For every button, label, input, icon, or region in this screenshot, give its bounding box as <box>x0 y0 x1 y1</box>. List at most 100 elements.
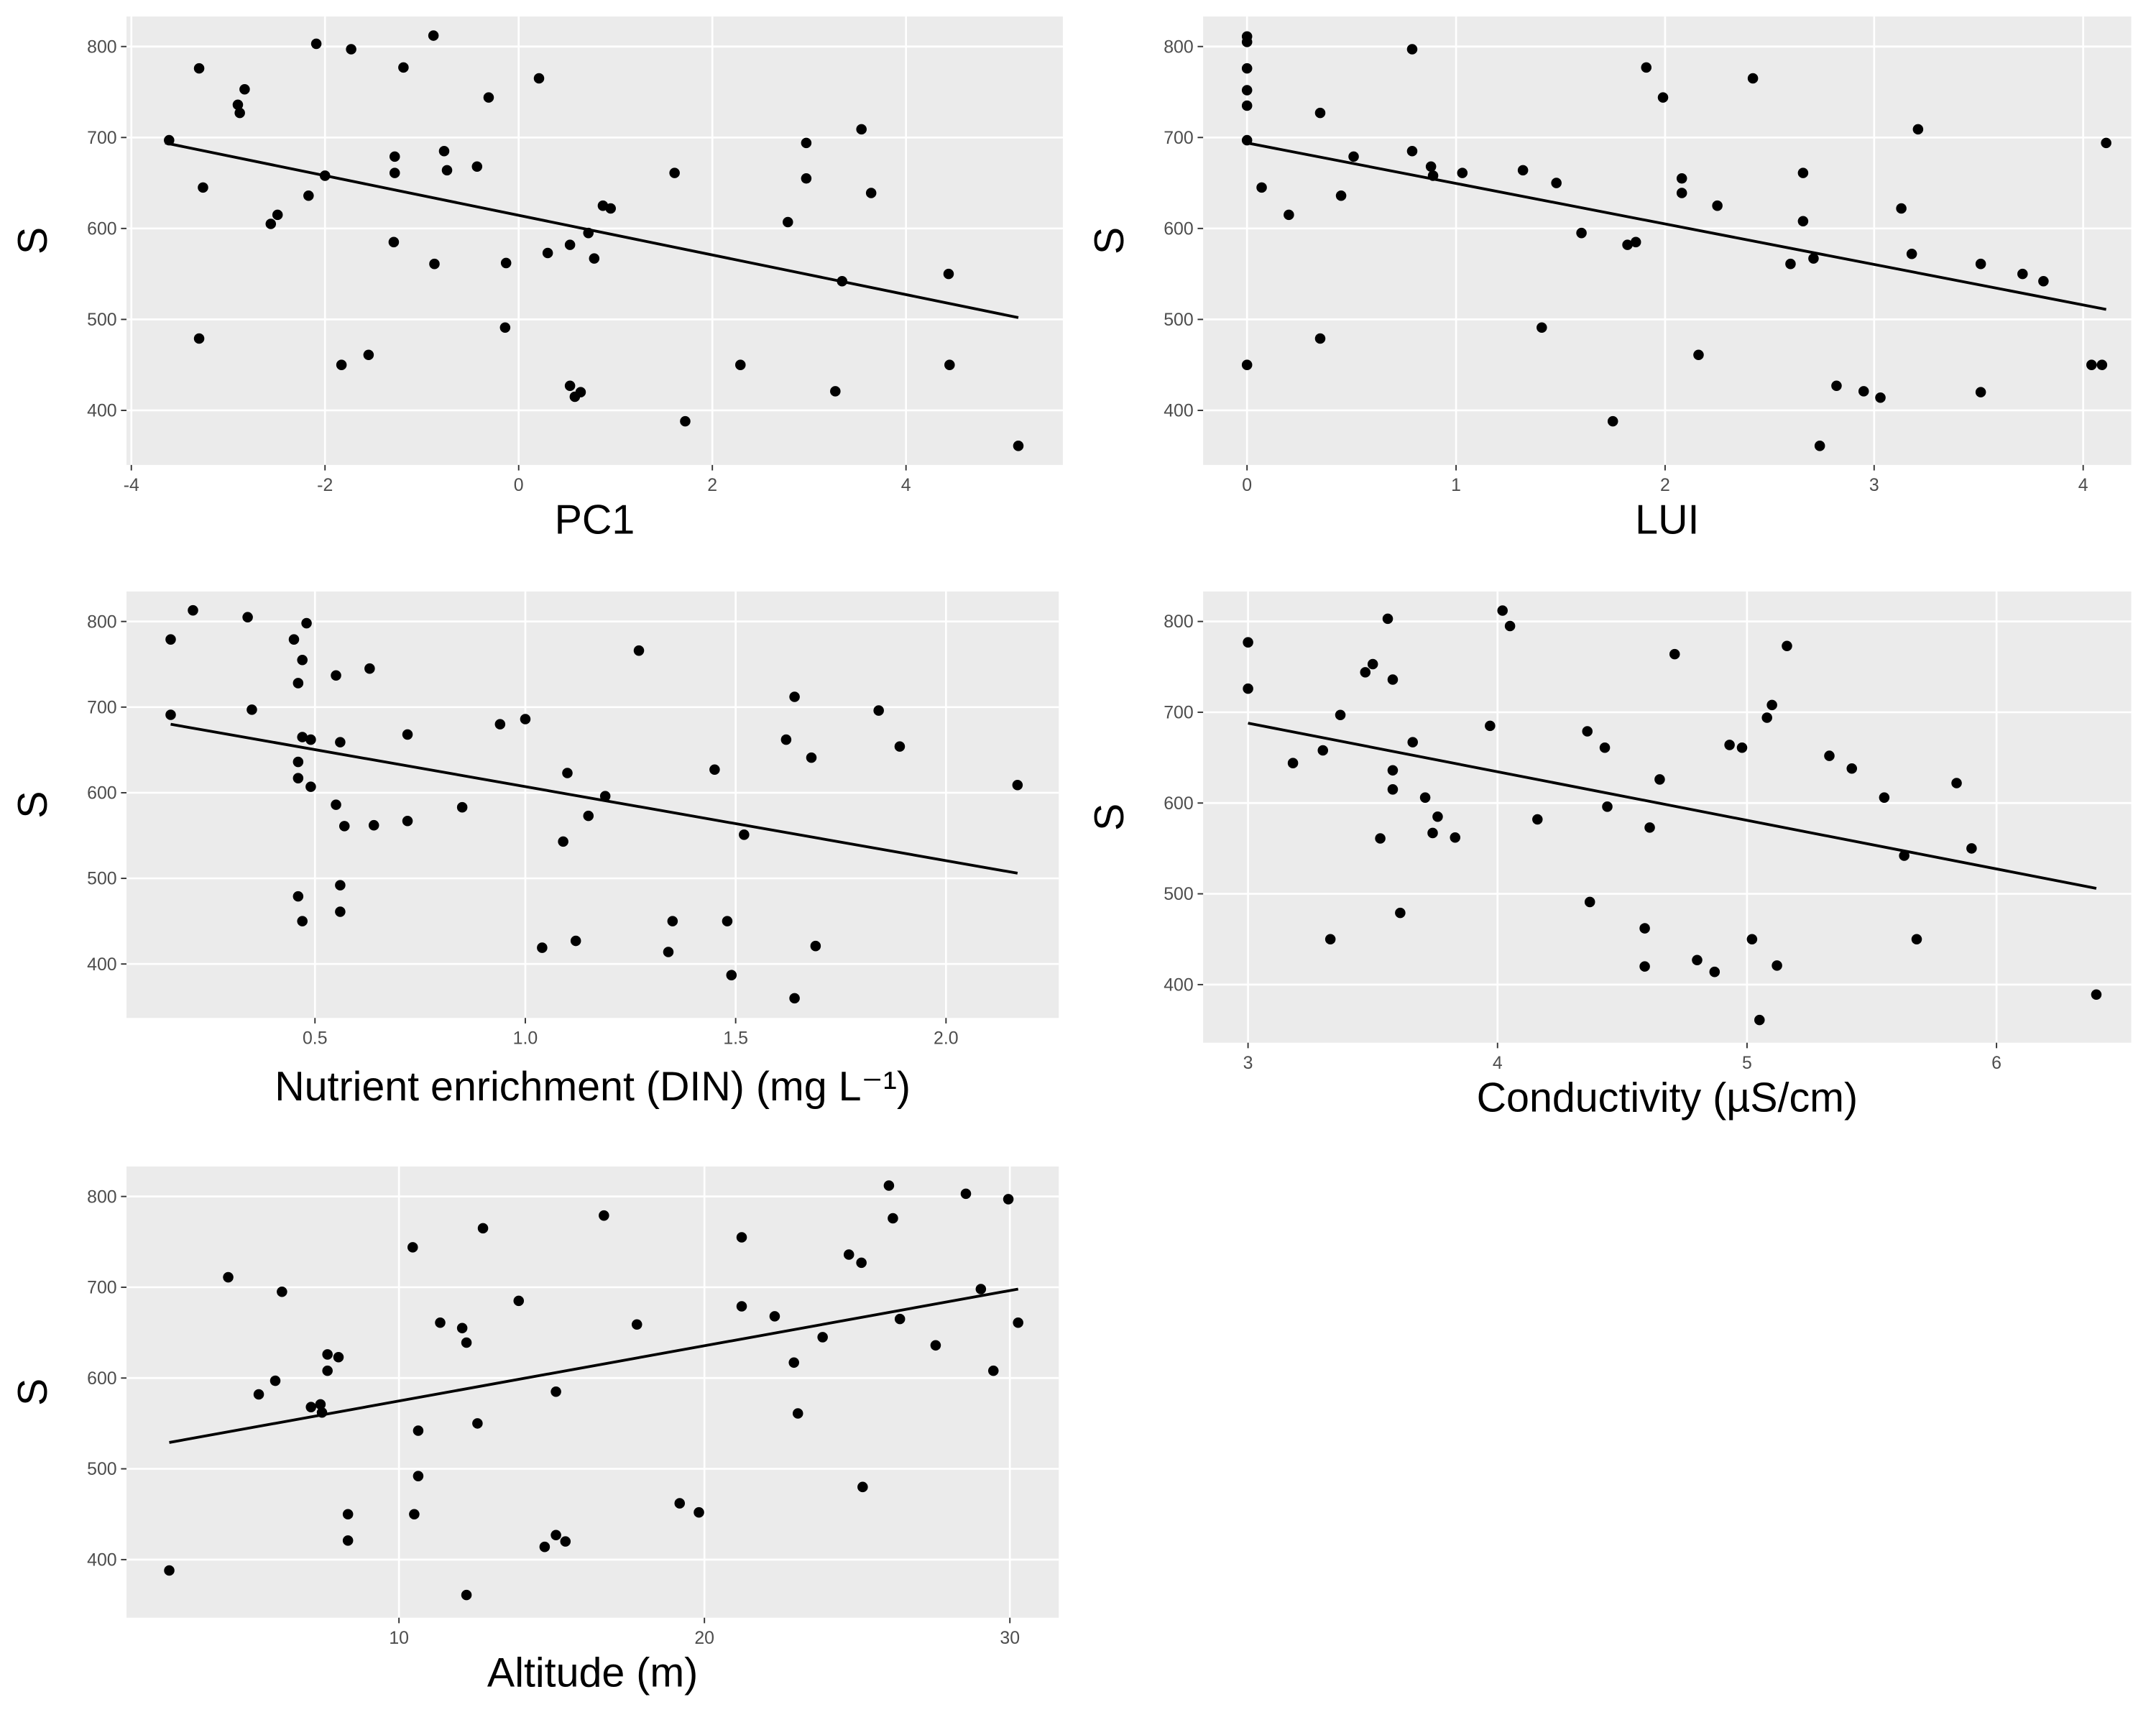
y-tick-label: 700 <box>87 128 116 148</box>
data-point <box>1630 236 1641 248</box>
data-point <box>165 709 176 720</box>
data-point <box>873 705 884 716</box>
data-point <box>1406 145 1418 157</box>
data-point <box>1657 92 1669 103</box>
data-point <box>1724 740 1735 750</box>
data-point <box>583 810 594 822</box>
data-point <box>1761 712 1772 723</box>
x-tick-label: 0 <box>514 475 524 495</box>
data-point <box>336 359 347 370</box>
data-point <box>943 268 954 280</box>
data-point <box>1747 73 1759 84</box>
data-point <box>2096 359 2108 370</box>
data-point <box>164 1565 175 1576</box>
x-tick-label: 4 <box>2078 475 2088 495</box>
data-point <box>780 734 792 745</box>
y-tick-label: 500 <box>1164 310 1193 330</box>
y-tick-label: 800 <box>87 612 116 632</box>
data-point <box>1607 415 1618 427</box>
data-point <box>888 1213 898 1224</box>
trend-line <box>1248 722 2097 890</box>
data-point <box>1419 792 1431 803</box>
data-point <box>806 752 817 763</box>
data-point <box>520 714 531 724</box>
data-point <box>1896 203 1907 214</box>
data-point <box>539 1541 550 1552</box>
data-point <box>1669 648 1680 660</box>
x-tick-label: 2.0 <box>934 1029 959 1049</box>
y-tick-label: 600 <box>1164 794 1193 814</box>
x-tick-label: -4 <box>124 475 139 495</box>
data-point <box>1335 190 1347 201</box>
data-point <box>335 880 346 891</box>
data-point <box>272 209 283 221</box>
data-point <box>364 663 375 674</box>
y-tick-label: 600 <box>87 218 116 239</box>
data-point <box>1599 742 1611 753</box>
data-point <box>165 634 176 645</box>
data-point <box>292 773 304 783</box>
trend-line <box>1246 142 2107 311</box>
data-point <box>456 801 468 813</box>
data-point <box>1360 667 1371 678</box>
data-point <box>843 1249 854 1260</box>
y-tick-label: 400 <box>1164 401 1193 421</box>
data-point <box>550 1530 561 1541</box>
data-point <box>1241 359 1253 370</box>
data-point <box>789 993 800 1004</box>
data-point <box>1537 322 1547 334</box>
data-point <box>726 970 737 980</box>
data-point <box>461 1337 472 1348</box>
x-tick-label: 3 <box>1869 475 1879 495</box>
data-point <box>1450 832 1461 843</box>
data-point <box>1644 822 1655 833</box>
data-point <box>1497 605 1508 616</box>
data-point <box>368 819 379 831</box>
data-point <box>472 1418 483 1429</box>
data-point <box>1241 85 1253 96</box>
data-point <box>560 1536 571 1547</box>
x-tick-label: 2 <box>707 475 717 495</box>
data-point <box>1407 737 1418 748</box>
data-point <box>253 1389 264 1400</box>
data-point <box>1387 784 1399 795</box>
data-point <box>471 161 483 172</box>
data-point <box>315 1399 326 1410</box>
data-point <box>792 1408 803 1419</box>
data-point <box>605 203 616 214</box>
data-point <box>429 258 440 270</box>
data-point <box>322 1365 333 1376</box>
data-point <box>674 1498 686 1509</box>
plot-background <box>126 16 1063 465</box>
data-point <box>1808 253 1819 264</box>
data-point <box>1485 720 1496 732</box>
y-tick-label: 700 <box>1164 128 1193 148</box>
data-point <box>1013 1317 1023 1328</box>
data-point <box>297 655 308 666</box>
data-point <box>1382 613 1393 625</box>
data-point <box>477 1223 489 1234</box>
data-point <box>1576 227 1587 239</box>
data-point <box>1746 934 1758 944</box>
data-point <box>1243 637 1253 648</box>
data-point <box>1736 742 1748 753</box>
data-point <box>550 1386 561 1397</box>
panel: 400 500 600 700 800 -4 -2 0 2 4 PC1 S <box>10 16 1063 543</box>
y-tick-label: 700 <box>1164 703 1193 723</box>
data-point <box>346 44 356 55</box>
x-tick-label: 4 <box>901 475 911 495</box>
data-point <box>388 236 400 248</box>
data-point <box>499 322 511 334</box>
data-point <box>435 1317 446 1328</box>
data-point <box>1427 827 1438 839</box>
data-point <box>441 165 453 176</box>
data-point <box>801 137 812 149</box>
x-tick-label: 20 <box>694 1628 714 1648</box>
data-point <box>389 151 400 162</box>
data-point <box>680 415 691 427</box>
data-point <box>288 634 300 645</box>
data-point <box>494 719 506 730</box>
data-point <box>456 1322 468 1334</box>
data-point <box>1692 954 1703 966</box>
